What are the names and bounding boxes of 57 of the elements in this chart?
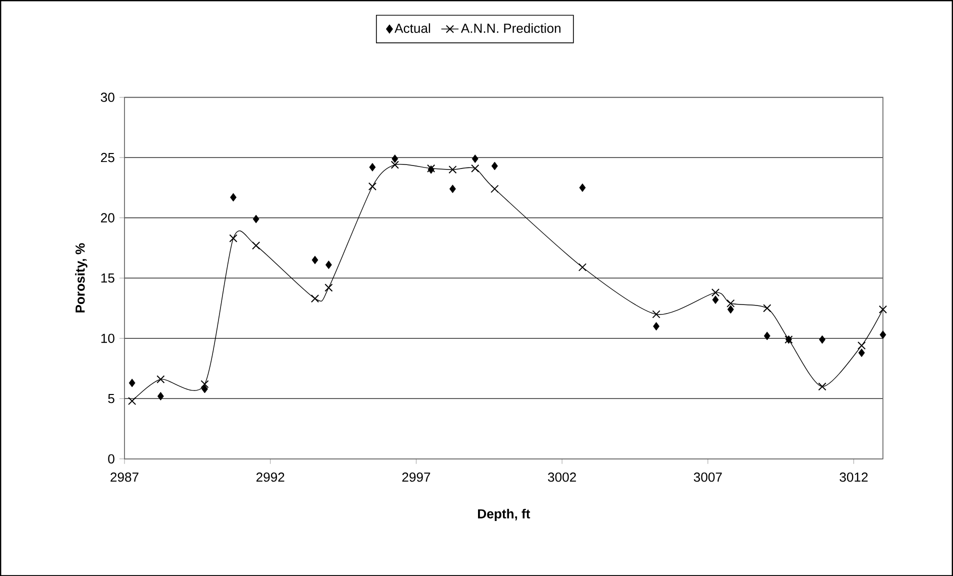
point — [156, 375, 165, 384]
x-tick-label: 2997 — [402, 472, 430, 482]
point — [471, 164, 480, 172]
x-tick-label: 2992 — [256, 472, 284, 482]
point — [491, 162, 498, 170]
x-tick-label: 3007 — [694, 472, 722, 482]
x-axis-title: Depth, ft — [478, 508, 530, 521]
point — [128, 378, 136, 388]
point — [369, 162, 376, 172]
point — [653, 322, 660, 330]
y-tick-label: 15 — [101, 273, 114, 282]
x-tick-label: 3002 — [548, 472, 576, 482]
legend-label: A.N.N. Prediction — [460, 23, 560, 33]
y-tick-label: 30 — [100, 92, 114, 102]
point — [880, 330, 886, 339]
point — [711, 288, 720, 296]
point — [472, 154, 478, 163]
legend-label: Actual — [394, 23, 430, 33]
y-tick-label: 20 — [100, 213, 114, 222]
y-tick-label: 5 — [108, 394, 114, 404]
point — [200, 380, 209, 388]
point — [858, 348, 865, 357]
point — [726, 299, 735, 308]
point — [312, 256, 318, 264]
point — [229, 234, 238, 242]
point — [252, 241, 260, 250]
point — [712, 295, 719, 304]
point — [727, 305, 734, 314]
y-tick-label: 10 — [101, 334, 114, 343]
point — [325, 260, 332, 269]
y-axis-title: Porosity, % — [75, 243, 88, 312]
point — [157, 392, 164, 400]
point — [878, 305, 887, 314]
point — [652, 310, 660, 318]
y-tick-label: 25 — [100, 152, 114, 162]
x-tick-label: 3012 — [840, 472, 868, 482]
x-tick-label: 2987 — [110, 472, 138, 482]
point — [578, 263, 587, 272]
point — [819, 335, 826, 344]
point — [763, 304, 772, 312]
point — [252, 214, 260, 224]
point — [858, 341, 866, 350]
point — [490, 184, 499, 193]
point — [818, 382, 826, 390]
point — [390, 160, 399, 169]
point — [392, 154, 398, 163]
point — [448, 165, 457, 174]
point — [449, 184, 456, 193]
y-tick-label: 0 — [108, 454, 114, 464]
point — [310, 294, 320, 302]
point — [201, 384, 208, 394]
point — [324, 284, 333, 292]
point — [579, 183, 586, 192]
point — [368, 182, 377, 190]
point — [128, 396, 136, 405]
point — [764, 332, 770, 340]
point — [230, 192, 237, 202]
